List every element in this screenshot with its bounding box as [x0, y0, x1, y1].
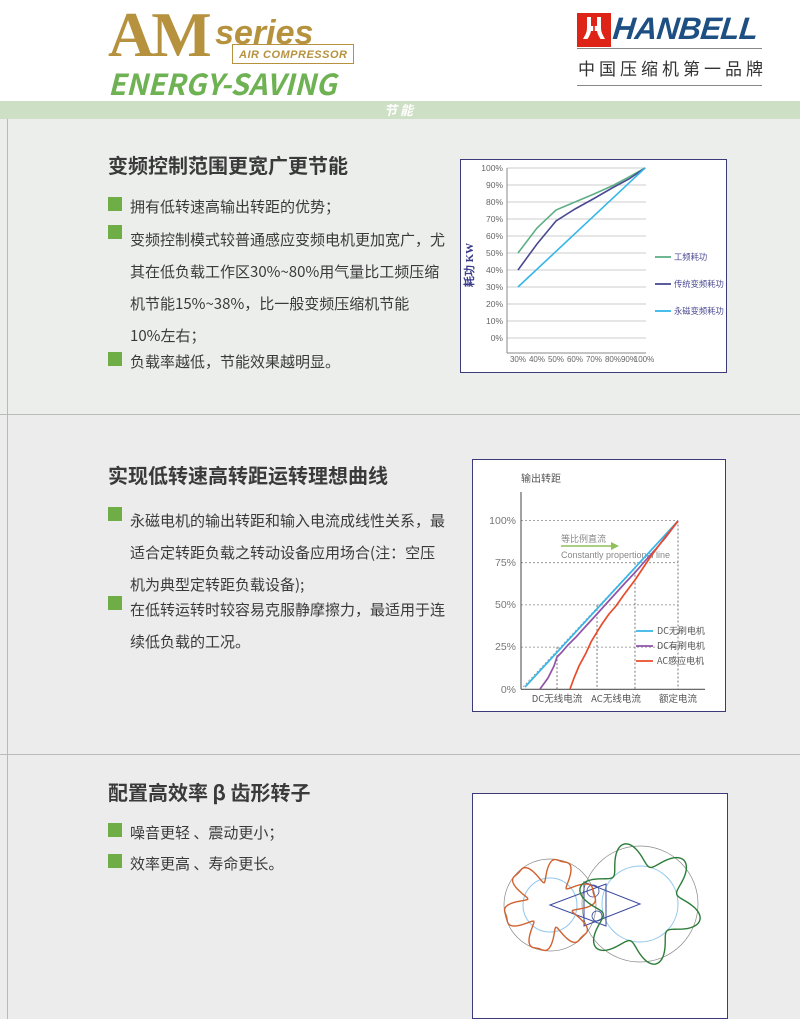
- svg-text:80%: 80%: [605, 355, 621, 364]
- svg-text:100%: 100%: [489, 515, 516, 527]
- svg-text:耗功 KW: 耗功 KW: [462, 243, 476, 287]
- svg-text:额定电流: 额定电流: [659, 691, 698, 705]
- svg-text:传统变频耗功: 传统变频耗功: [674, 279, 724, 289]
- svg-text:AC感应电机: AC感应电机: [657, 654, 704, 667]
- svg-text:100%: 100%: [634, 355, 654, 364]
- svg-text:40%: 40%: [486, 265, 503, 275]
- svg-text:100%: 100%: [481, 163, 503, 173]
- svg-text:60%: 60%: [567, 355, 583, 364]
- svg-text:60%: 60%: [486, 231, 503, 241]
- svg-text:输出转距: 输出转距: [521, 472, 561, 485]
- svg-text:0%: 0%: [491, 333, 504, 343]
- svg-text:50%: 50%: [486, 248, 503, 258]
- svg-text:75%: 75%: [495, 557, 516, 569]
- svg-text:永磁变频耗功: 永磁变频耗功: [674, 306, 724, 316]
- svg-text:20%: 20%: [486, 299, 503, 309]
- svg-text:70%: 70%: [486, 214, 503, 224]
- svg-text:50%: 50%: [548, 355, 564, 364]
- svg-text:90%: 90%: [486, 180, 503, 190]
- svg-text:80%: 80%: [486, 197, 503, 207]
- svg-text:工频耗功: 工频耗功: [674, 252, 707, 262]
- svg-text:0%: 0%: [501, 684, 516, 696]
- svg-text:10%: 10%: [486, 316, 503, 326]
- svg-text:30%: 30%: [510, 355, 526, 364]
- svg-text:40%: 40%: [529, 355, 545, 364]
- svg-text:50%: 50%: [495, 599, 516, 611]
- svg-text:等比例直流: 等比例直流: [561, 532, 606, 545]
- svg-text:AC无线电流: AC无线电流: [591, 691, 641, 705]
- svg-text:DC有刷电机: DC有刷电机: [657, 639, 705, 652]
- svg-text:DC无刷电机: DC无刷电机: [657, 624, 705, 637]
- svg-text:70%: 70%: [586, 355, 602, 364]
- svg-text:30%: 30%: [486, 282, 503, 292]
- svg-text:DC无线电流: DC无线电流: [532, 691, 583, 705]
- svg-text:25%: 25%: [495, 641, 516, 653]
